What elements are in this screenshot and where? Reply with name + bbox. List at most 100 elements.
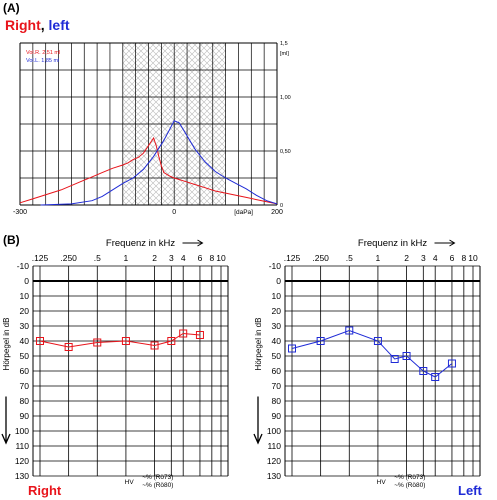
caption-left: Left [458,483,483,498]
panel-a-title: Right, left [5,17,70,33]
aud-xtick: 2 [404,253,409,263]
aud-y-arrow [1,396,11,445]
caption-right: Right [28,483,62,498]
aud-y-arrow [253,396,263,445]
aud-ytick: 60 [272,366,282,376]
aud-ytick: 20 [272,306,282,316]
aud-point-left [288,344,296,353]
aud-xtick: 3 [169,253,174,263]
aud-x-arrow [182,239,204,247]
aud-ytick: 90 [20,411,30,421]
aud-xtick: .250 [60,253,77,263]
aud-ytick: 110 [15,441,29,451]
aud-series-right [39,332,201,348]
aud-ytick: 130 [267,471,281,481]
aud-ytick: 10 [272,291,282,301]
tympa-x-unit: [daPa] [234,209,253,216]
aud-foot-r680: ~% (Rö80) [142,482,173,489]
aud-ytick: 10 [20,291,30,301]
aud-ytick: -10 [269,261,282,271]
aud-point-right [36,337,44,345]
aud-point-left [419,367,428,375]
aud-point-right [179,329,188,338]
aud-point-left [431,373,440,381]
aud-x-title: Frequenz in kHz [106,238,175,249]
tympa-ytick: 1,00 [280,95,291,101]
aud-ytick: 50 [20,351,30,361]
aud-x-title: Frequenz in kHz [358,238,427,249]
panel-a-label: (A) [3,1,20,15]
aud-ytick: 50 [272,351,282,361]
tympa-legend-right: Vol.R. 2,51 ml [26,50,60,56]
aud-xtick: 6 [198,253,203,263]
aud-ytick: 40 [272,336,282,346]
aud-point-right [195,331,204,339]
aud-xtick: 10 [216,253,226,263]
tympa-xtick: -300 [13,209,27,216]
aud-ytick: 30 [272,321,282,331]
aud-ytick: 0 [24,276,29,286]
aud-ytick: 30 [20,321,30,331]
aud-ytick: 100 [267,426,281,436]
aud-ytick: 110 [267,441,281,451]
tympanogram-chart: -300 0 200[daPa]1,51,000,500[ml] [13,41,291,216]
aud-xtick: 10 [468,253,478,263]
aud-xtick: 4 [181,253,186,263]
aud-point-left [447,359,456,368]
tympa-series-left [40,120,278,206]
aud-y-title: Hörpegel in dB [2,318,11,371]
aud-xtick: 8 [461,253,466,263]
aud-point-left [373,337,382,345]
aud-point-right [93,338,102,347]
aud-point-right [150,341,159,350]
tympa-xtick: 200 [271,209,283,216]
aud-ytick: 0 [276,276,281,286]
aud-ytick: 20 [20,306,30,316]
tympa-y-unit: [ml] [280,51,289,57]
aud-xtick: 2 [152,253,157,263]
aud-xtick: .5 [346,253,353,263]
tympa-ytick: 0 [280,203,283,209]
aud-y-title: Hörpegel in dB [254,318,263,371]
aud-foot-r680: ~% (Rö80) [394,482,425,489]
aud-foot-r673: ~% (Rö73) [394,474,425,481]
aud-ytick: 70 [20,381,30,391]
tympa-xtick: 0 [172,209,176,216]
aud-point-left [390,355,399,363]
aud-xtick: 3 [421,253,426,263]
panel-b-label: (B) [3,233,20,247]
aud-foot-hv: HV [377,479,387,486]
aud-foot-hv: HV [125,479,135,486]
aud-x-arrow [434,239,456,247]
aud-xtick: 8 [209,253,214,263]
tympa-ytick: 1,5 [280,41,288,47]
audiogram-left: Frequenz in kHz -10 0 10 20 30 40 50 60 70 80 90 100… [253,238,481,489]
aud-xtick: .125 [284,253,301,263]
aud-ytick: 40 [20,336,30,346]
aud-ytick: 60 [20,366,30,376]
aud-ytick: -10 [17,261,30,271]
aud-point-right [64,343,73,351]
aud-xtick: 1 [376,253,381,263]
title-left: left [49,17,70,33]
aud-xtick: 1 [124,253,129,263]
aud-ytick: 120 [15,456,29,466]
aud-series-left [291,329,453,378]
aud-point-right [167,337,176,345]
aud-point-left [345,326,354,335]
aud-xtick: .250 [312,253,329,263]
aud-xtick: 4 [433,253,438,263]
tympa-legend-left: Vol.L. 1,85 ml [26,58,59,64]
aud-ytick: 80 [20,396,30,406]
aud-xtick: .5 [94,253,101,263]
audiogram-right: Frequenz in kHz -10 0 10 20 30 40 50 60 70 80 90 100… [1,238,229,489]
title-right: Right [5,17,41,33]
aud-xtick: .125 [32,253,49,263]
aud-ytick: 90 [272,411,282,421]
aud-ytick: 100 [15,426,29,436]
tympa-series-right [19,136,278,205]
aud-point-right [121,337,130,345]
aud-ytick: 70 [272,381,282,391]
aud-foot-r673: ~% (Rö73) [142,474,173,481]
aud-point-left [316,337,325,345]
